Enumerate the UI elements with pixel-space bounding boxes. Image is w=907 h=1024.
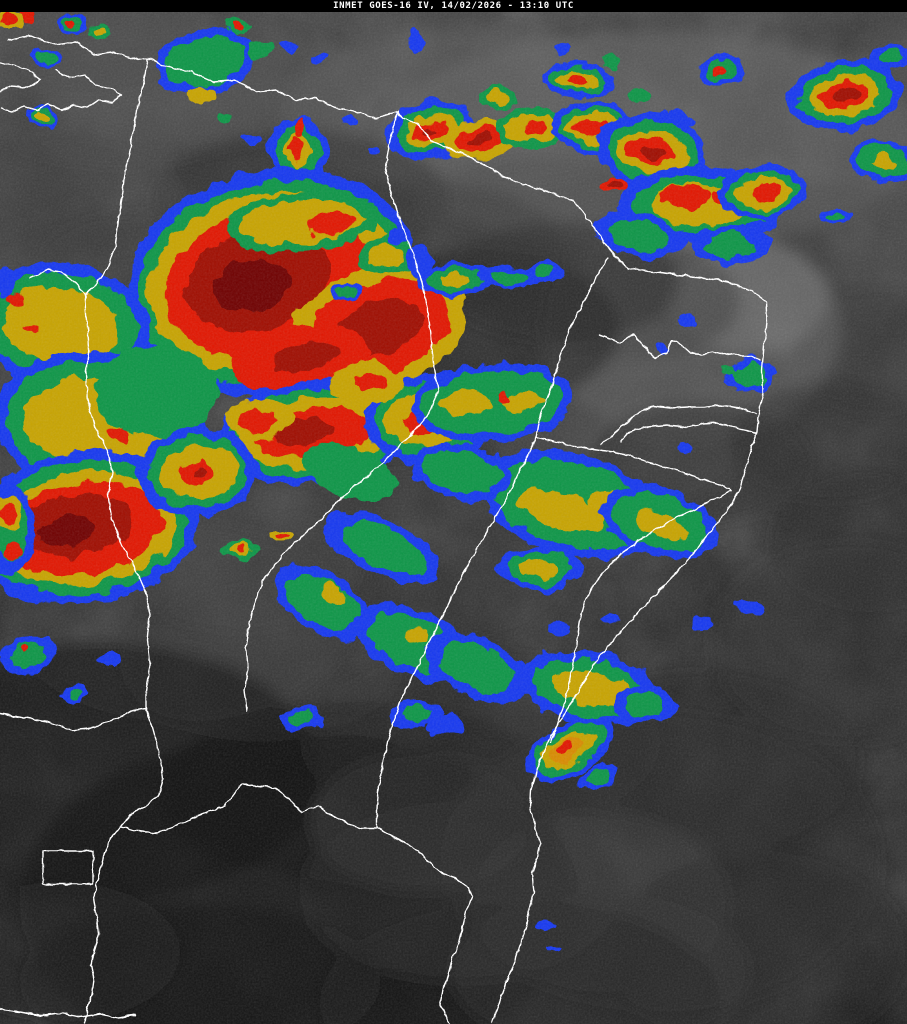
map-inset-box: [42, 850, 94, 885]
border-line: [84, 826, 121, 1024]
border-line: [376, 436, 537, 829]
border-line: [119, 707, 473, 1024]
titlebar: INMET GOES-16 IV, 14/02/2026 - 13:10 UTC: [0, 0, 907, 12]
border-line: [7, 35, 768, 1024]
border-line: [599, 404, 757, 446]
border-line: [0, 61, 41, 93]
border-line: [1, 69, 123, 113]
geo-borders-layer: [0, 35, 768, 1024]
border-line: [0, 1008, 136, 1019]
border-line: [243, 111, 439, 711]
border-line: [29, 269, 86, 296]
border-line: [599, 333, 761, 361]
border-line: [550, 490, 732, 743]
border-line: [0, 707, 147, 731]
border-line: [535, 436, 732, 492]
image-title: INMET GOES-16 IV, 14/02/2026 - 13:10 UTC: [333, 1, 574, 11]
border-line: [619, 422, 758, 443]
border-line: [535, 257, 609, 438]
border-line: [84, 58, 151, 711]
